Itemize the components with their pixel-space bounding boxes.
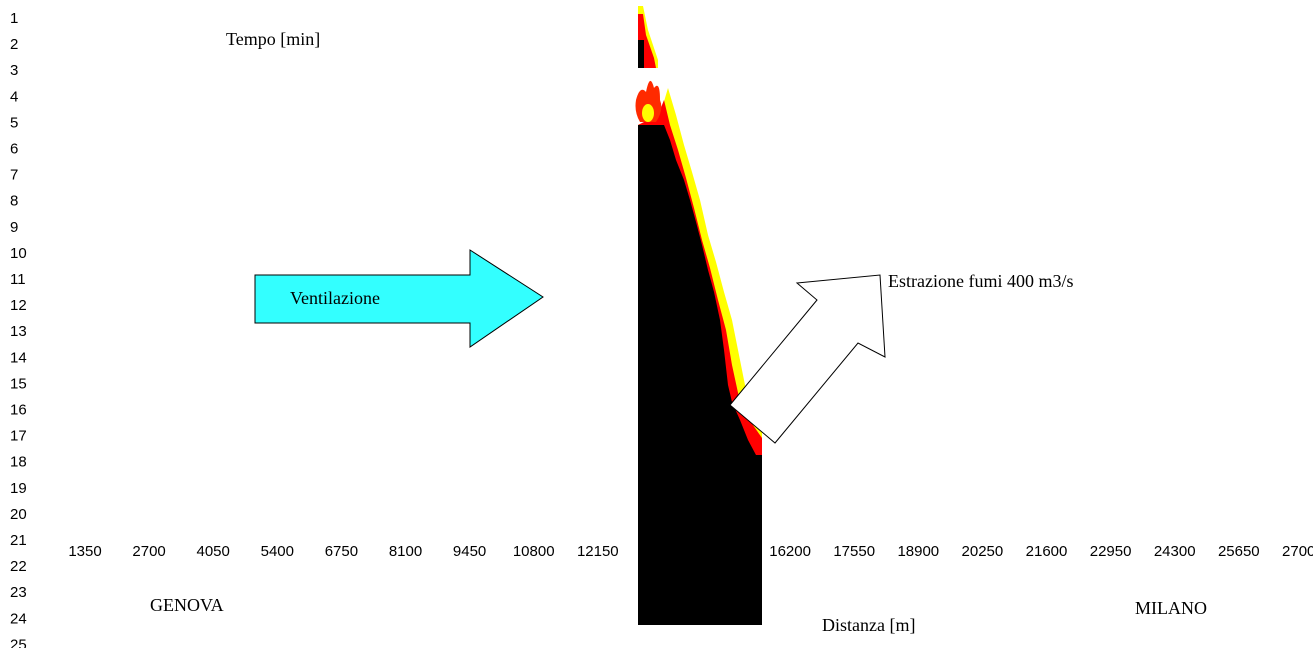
time-label: 16 (10, 402, 27, 419)
time-label: 19 (10, 480, 27, 497)
time-label: 13 (10, 323, 27, 340)
distance-label: 6750 (325, 543, 358, 560)
ventilation-arrow (254, 249, 544, 348)
time-label: 17 (10, 428, 27, 445)
time-label: 5 (10, 114, 18, 131)
smoke-profile (635, 6, 762, 625)
distance-label: 9450 (453, 543, 486, 560)
distance-label: 2700 (132, 543, 165, 560)
distance-label: 22950 (1090, 543, 1132, 560)
distance-label: 4050 (197, 543, 230, 560)
time-label: 21 (10, 532, 27, 549)
right-end-label: MILANO (1135, 598, 1207, 618)
distance-label: 16200 (769, 543, 811, 560)
smoke-core (638, 40, 644, 68)
time-label: 25 (10, 636, 27, 648)
distance-label: 24300 (1154, 543, 1196, 560)
flame (642, 104, 654, 122)
distance-label: 20250 (962, 543, 1004, 560)
x-axis-title: Distanza [m] (822, 615, 915, 635)
flame (635, 80, 662, 122)
time-label: 11 (10, 271, 26, 288)
time-label: 22 (10, 558, 27, 575)
extraction-arrow (729, 274, 886, 444)
distance-label: 1350 (68, 543, 101, 560)
left-end-label: GENOVA (150, 595, 224, 615)
title: Tempo [min] (226, 29, 320, 49)
distance-label: 25650 (1218, 543, 1260, 560)
time-label: 1 (10, 10, 18, 27)
distance-label: 21600 (1026, 543, 1068, 560)
time-label: 12 (10, 297, 27, 314)
time-label: 7 (10, 167, 18, 184)
distance-label: 8100 (389, 543, 422, 560)
time-label: 14 (10, 349, 27, 366)
time-label: 20 (10, 506, 27, 523)
time-label: 15 (10, 375, 27, 392)
distance-label: 27000 (1282, 543, 1313, 560)
time-label: 4 (10, 88, 18, 105)
time-label: 24 (10, 610, 27, 627)
extraction-label: Estrazione fumi 400 m3/s (888, 271, 1073, 291)
distance-label: 12150 (577, 543, 619, 560)
distance-label: 18900 (897, 543, 939, 560)
distance-label: 10800 (513, 543, 555, 560)
time-label: 2 (10, 36, 18, 53)
time-label: 8 (10, 193, 18, 210)
time-label: 10 (10, 245, 27, 262)
smoke-core (638, 125, 762, 625)
time-label: 3 (10, 62, 18, 79)
ventilation-label: Ventilazione (290, 288, 380, 308)
time-label: 9 (10, 219, 18, 236)
distance-label: 5400 (261, 543, 294, 560)
time-label: 6 (10, 141, 18, 158)
distance-label: 17550 (833, 543, 875, 560)
time-labels: 1234567891011121314151617181920212223242… (10, 10, 27, 648)
time-label: 18 (10, 454, 27, 471)
time-label: 23 (10, 584, 27, 601)
